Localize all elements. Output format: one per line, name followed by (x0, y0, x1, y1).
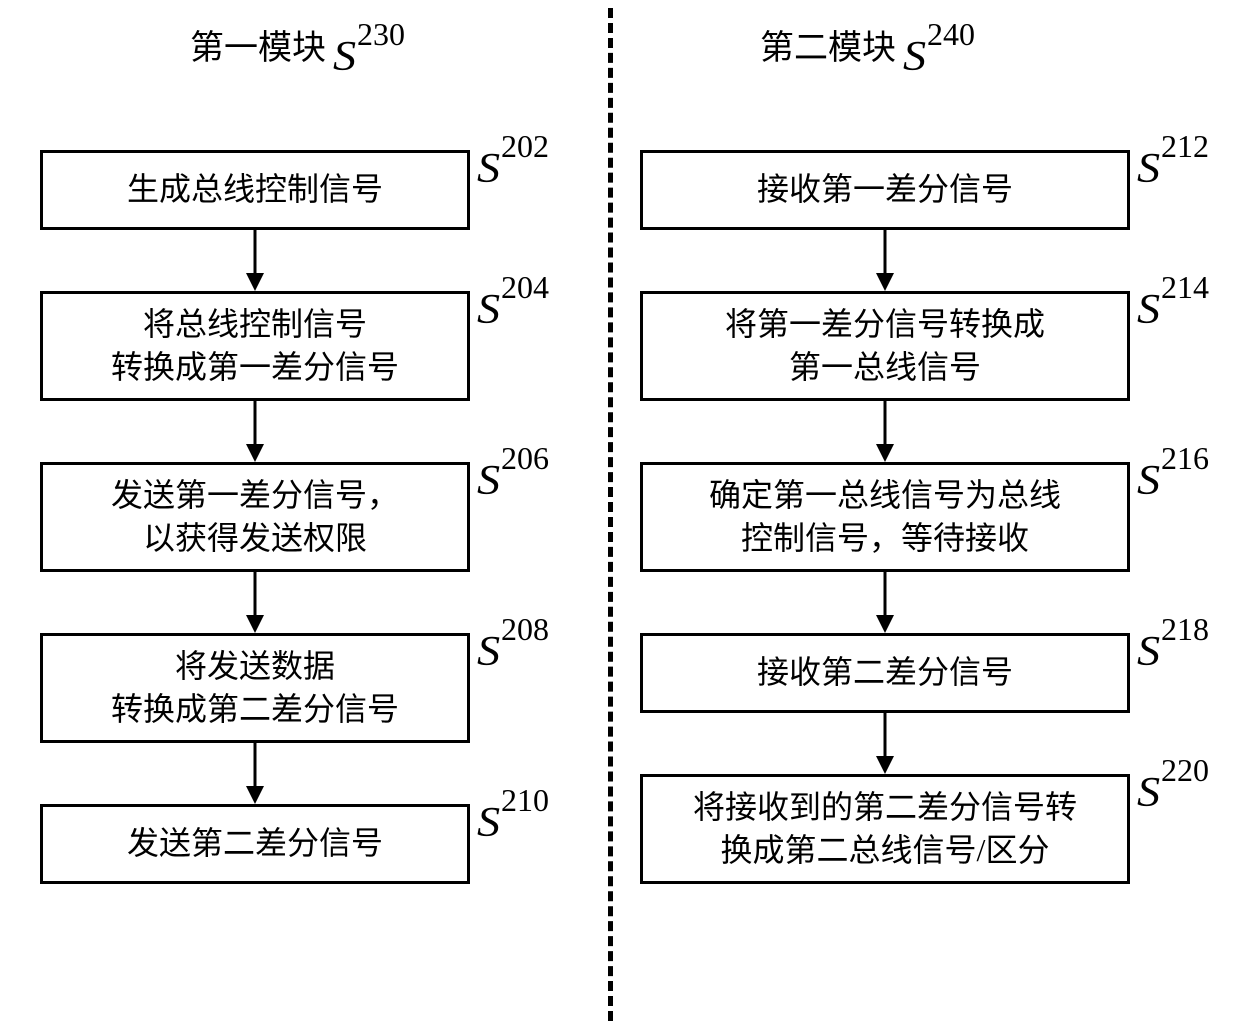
left-arrow (246, 743, 264, 804)
right-step-ref-num: 216 (1161, 440, 1209, 477)
left-step-ref: S202 (478, 144, 549, 181)
left-arrow (246, 230, 264, 291)
ref-s-glyph: S (477, 153, 500, 187)
ref-s-glyph: S (477, 465, 500, 499)
ref-s-glyph: S (1137, 636, 1160, 670)
left-step-line: 生成总线控制信号 (127, 168, 383, 211)
left-step-line: 发送第一差分信号， (111, 474, 399, 517)
right-step-box: 确定第一总线信号为总线控制信号，等待接收 (640, 462, 1130, 572)
left-step-box: 将发送数据转换成第二差分信号 (40, 633, 470, 743)
left-step-line: 将总线控制信号 (143, 303, 367, 346)
right-step-ref: S220 (1138, 768, 1209, 805)
right-step-line: 控制信号，等待接收 (741, 517, 1029, 560)
left-step-ref: S208 (478, 627, 549, 664)
ref-s-glyph: S (477, 807, 500, 841)
left-arrow (246, 572, 264, 633)
left-step-ref-num: 202 (501, 128, 549, 165)
left-step-line: 转换成第一差分信号 (111, 346, 399, 389)
right-step-ref-num: 218 (1161, 611, 1209, 648)
left-step-ref: S204 (478, 285, 549, 322)
left-step-box: 发送第二差分信号 (40, 804, 470, 884)
left-step-ref-num: 206 (501, 440, 549, 477)
right-step-ref: S214 (1138, 285, 1209, 322)
right-step-box: 将第一差分信号转换成第一总线信号 (640, 291, 1130, 401)
ref-s-glyph: S (1137, 294, 1160, 328)
right-arrow (876, 401, 894, 462)
right-step-line: 接收第二差分信号 (757, 651, 1013, 694)
left-step-ref-num: 204 (501, 269, 549, 306)
right-step-box: 接收第一差分信号 (640, 150, 1130, 230)
right-step-line: 将第一差分信号转换成 (725, 303, 1045, 346)
right-arrow (876, 572, 894, 633)
left-step-line: 将发送数据 (175, 645, 335, 688)
ref-s-glyph: S (1137, 465, 1160, 499)
right-step-ref: S212 (1138, 144, 1209, 181)
right-step-line: 接收第一差分信号 (757, 168, 1013, 211)
ref-s-glyph: S (477, 294, 500, 328)
left-step-box: 发送第一差分信号，以获得发送权限 (40, 462, 470, 572)
right-step-ref: S218 (1138, 627, 1209, 664)
right-step-line: 第一总线信号 (789, 346, 981, 389)
right-step-line: 换成第二总线信号/区分 (721, 829, 1050, 872)
left-step-box: 生成总线控制信号 (40, 150, 470, 230)
right-step-ref: S216 (1138, 456, 1209, 493)
right-step-ref-num: 214 (1161, 269, 1209, 306)
right-step-box: 接收第二差分信号 (640, 633, 1130, 713)
right-step-ref-num: 220 (1161, 752, 1209, 789)
left-step-line: 发送第二差分信号 (127, 822, 383, 865)
flowchart-canvas: 第一模块 S 230 第二模块 S 240 生成总线控制信号S202将总线控制信… (0, 0, 1240, 1029)
right-arrow (876, 713, 894, 774)
ref-s-glyph: S (1137, 777, 1160, 811)
right-step-line: 将接收到的第二差分信号转 (693, 786, 1077, 829)
right-step-line: 确定第一总线信号为总线 (709, 474, 1061, 517)
left-arrow (246, 401, 264, 462)
ref-s-glyph: S (1137, 153, 1160, 187)
right-arrow (876, 230, 894, 291)
right-step-ref-num: 212 (1161, 128, 1209, 165)
left-step-box: 将总线控制信号转换成第一差分信号 (40, 291, 470, 401)
left-step-line: 转换成第二差分信号 (111, 688, 399, 731)
left-step-ref: S206 (478, 456, 549, 493)
ref-s-glyph: S (477, 636, 500, 670)
left-step-ref-num: 210 (501, 782, 549, 819)
right-step-box: 将接收到的第二差分信号转换成第二总线信号/区分 (640, 774, 1130, 884)
left-step-line: 以获得发送权限 (143, 517, 367, 560)
left-step-ref-num: 208 (501, 611, 549, 648)
left-step-ref: S210 (478, 798, 549, 835)
